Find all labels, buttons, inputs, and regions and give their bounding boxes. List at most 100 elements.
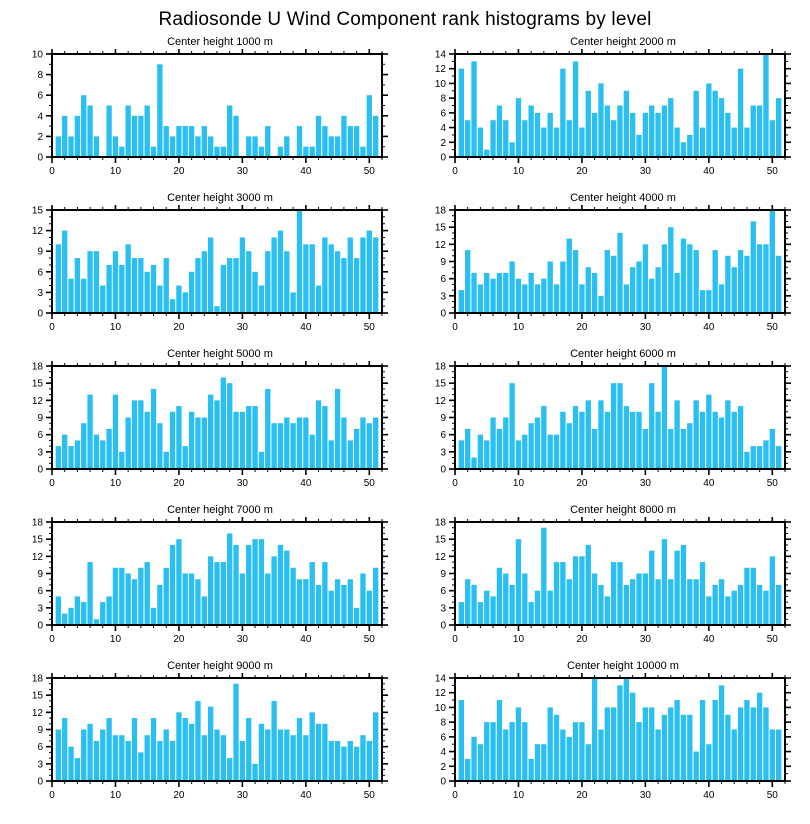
bar bbox=[112, 394, 119, 469]
bar bbox=[246, 406, 252, 469]
bar bbox=[560, 562, 566, 625]
bar bbox=[458, 602, 465, 625]
y-tick-label: 0 bbox=[37, 621, 43, 632]
bar bbox=[566, 120, 572, 157]
bar bbox=[477, 434, 484, 469]
bar bbox=[706, 596, 712, 625]
x-tick-label: 50 bbox=[364, 478, 376, 489]
bar bbox=[227, 383, 233, 469]
y-tick-label: 8 bbox=[440, 718, 446, 729]
bar bbox=[566, 423, 572, 469]
bar bbox=[233, 411, 239, 469]
bar bbox=[182, 718, 188, 781]
bar bbox=[188, 126, 195, 157]
bar bbox=[737, 584, 744, 625]
bar bbox=[750, 221, 756, 313]
bar bbox=[68, 136, 74, 157]
bar bbox=[706, 744, 712, 781]
bar bbox=[220, 377, 227, 469]
bar bbox=[693, 579, 699, 625]
bar bbox=[233, 683, 239, 781]
bar bbox=[693, 90, 699, 157]
bar bbox=[258, 723, 265, 781]
y-tick-label: 3 bbox=[37, 759, 43, 770]
bar bbox=[661, 366, 668, 469]
bar bbox=[579, 411, 585, 469]
bar bbox=[360, 237, 366, 313]
bar bbox=[496, 272, 503, 313]
bar bbox=[465, 120, 471, 157]
bar bbox=[296, 417, 303, 469]
panel-7000m: Center height 7000 m 0 10 20 30 40 50 0 3 6 9 12 15… bbox=[4, 503, 403, 655]
bar bbox=[547, 112, 553, 157]
bar bbox=[176, 539, 182, 625]
bar bbox=[572, 406, 579, 469]
bar bbox=[706, 83, 712, 157]
bar bbox=[610, 120, 617, 157]
y-tick-label: 15 bbox=[32, 691, 44, 702]
bar bbox=[315, 115, 322, 157]
bar bbox=[541, 278, 547, 313]
bar bbox=[649, 383, 655, 469]
bar bbox=[465, 250, 471, 313]
bar bbox=[484, 272, 490, 313]
bar bbox=[366, 590, 372, 625]
bar bbox=[725, 596, 731, 625]
y-tick-label: 15 bbox=[435, 223, 447, 234]
bar bbox=[496, 105, 503, 157]
bar bbox=[131, 579, 138, 625]
bar bbox=[201, 596, 207, 625]
bars bbox=[55, 210, 379, 313]
bar bbox=[693, 400, 699, 469]
bar bbox=[668, 428, 674, 469]
x-tick-label: 40 bbox=[300, 634, 312, 645]
bar bbox=[668, 98, 674, 157]
bar bbox=[623, 678, 630, 781]
bar bbox=[515, 440, 522, 469]
axis-tick-labels: 0 10 20 30 40 50 0 3 6 9 12 15 18 bbox=[435, 518, 778, 646]
bar bbox=[62, 718, 68, 781]
bar bbox=[509, 142, 515, 157]
bar bbox=[144, 735, 150, 781]
bar bbox=[74, 596, 81, 625]
bar bbox=[579, 556, 585, 625]
x-tick-label: 10 bbox=[110, 166, 122, 177]
bar bbox=[699, 700, 706, 781]
y-tick-label: 9 bbox=[37, 247, 43, 258]
bar bbox=[636, 261, 642, 313]
bar bbox=[277, 544, 284, 625]
bar bbox=[699, 411, 706, 469]
x-tick-label: 50 bbox=[364, 166, 376, 177]
plot-frame bbox=[454, 521, 786, 626]
bar bbox=[315, 285, 322, 313]
y-tick-label: 15 bbox=[435, 535, 447, 546]
bar bbox=[328, 136, 334, 157]
bar bbox=[496, 567, 503, 625]
bar bbox=[119, 146, 125, 157]
bar bbox=[220, 735, 227, 781]
axis-tick-labels: 0 10 20 30 40 50 0 2 4 6 8 10 bbox=[32, 50, 375, 178]
x-tick-label: 40 bbox=[703, 790, 715, 801]
bar bbox=[775, 584, 782, 625]
bar bbox=[366, 230, 372, 313]
panel-10000m: Center height 10000 m 0 10 20 30 40 50 0 2 4 6 8 10… bbox=[407, 659, 806, 811]
bar bbox=[125, 244, 131, 313]
bar bbox=[62, 613, 68, 625]
bar bbox=[176, 712, 182, 781]
bar bbox=[617, 685, 623, 781]
bar bbox=[522, 434, 528, 469]
y-tick-label: 9 bbox=[37, 725, 43, 736]
bar bbox=[62, 230, 68, 313]
bar bbox=[591, 112, 598, 157]
x-tick-label: 40 bbox=[703, 478, 715, 489]
bar bbox=[93, 136, 100, 157]
bar bbox=[585, 400, 591, 469]
y-tick-label: 12 bbox=[435, 396, 447, 407]
x-tick-label: 20 bbox=[173, 634, 185, 645]
bar bbox=[515, 539, 522, 625]
bar bbox=[604, 250, 610, 313]
subplot-title: Center height 8000 m bbox=[570, 504, 676, 516]
bar bbox=[182, 126, 188, 157]
y-tick-label: 12 bbox=[32, 396, 44, 407]
x-tick-label: 30 bbox=[237, 322, 249, 333]
